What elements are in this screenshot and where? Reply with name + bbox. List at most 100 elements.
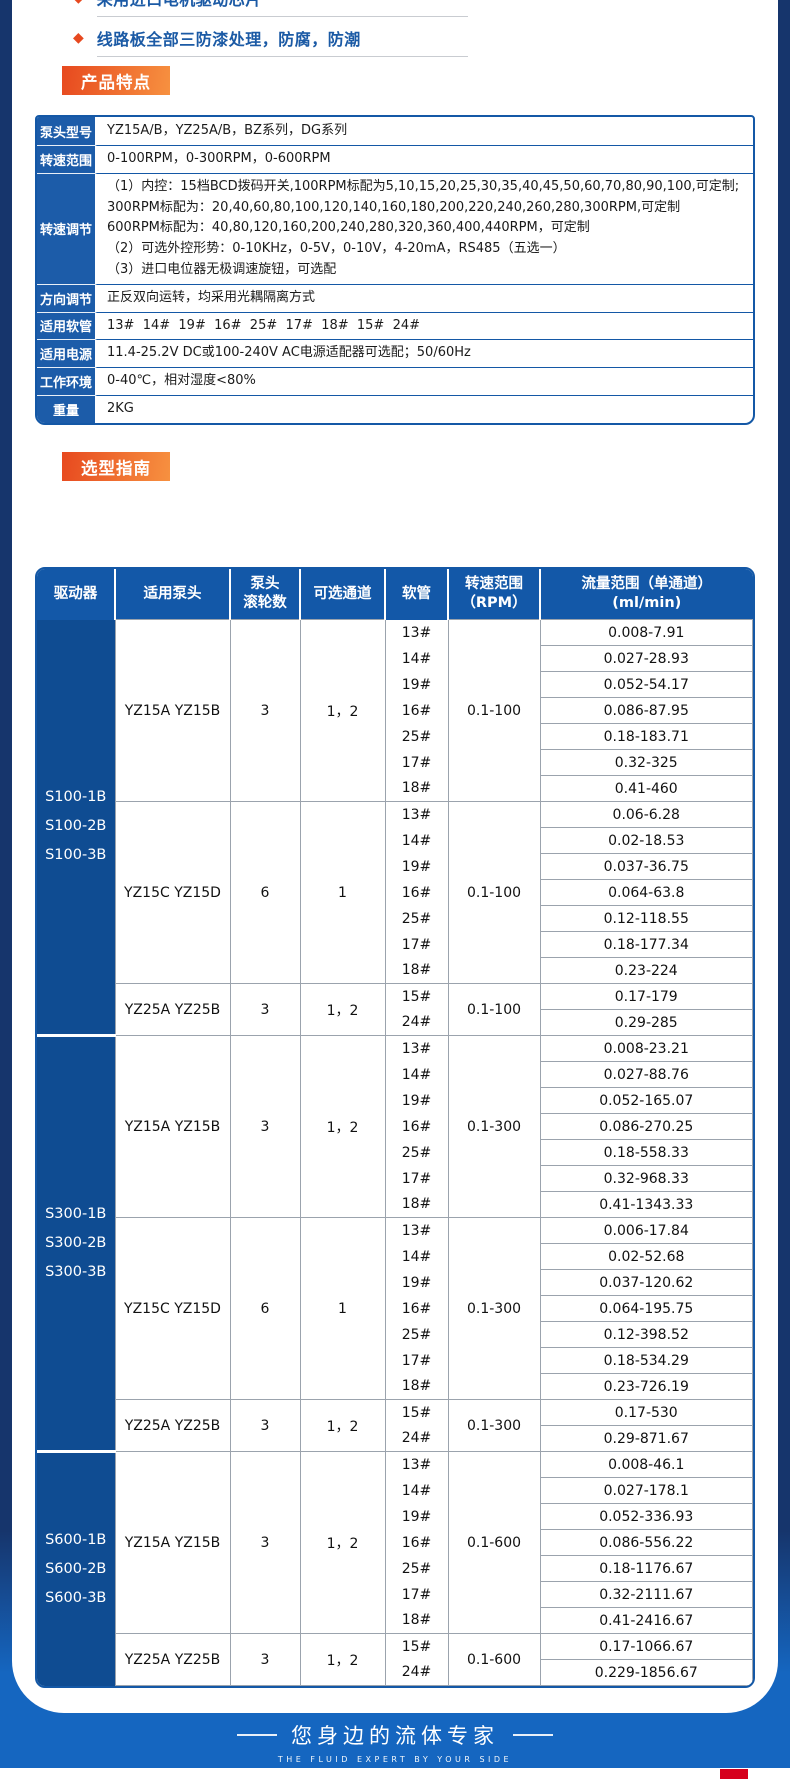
cell-flow: 0.027-28.93 bbox=[539, 645, 753, 672]
table-row: 17# 0.18-177.34 bbox=[37, 931, 753, 958]
cell-flow: 0.008-46.1 bbox=[539, 1451, 753, 1478]
table-row: 19# 0.052-165.07 bbox=[37, 1087, 753, 1114]
cell-flow: 0.064-195.75 bbox=[539, 1295, 753, 1322]
spec-row: 转速范围 0-100RPM，0-300RPM，0-600RPM bbox=[37, 146, 753, 174]
column-header: 可选通道 bbox=[299, 569, 385, 620]
table-row: 24# 0.229-1856.67 bbox=[37, 1659, 753, 1686]
column-header: 适用泵头 bbox=[114, 569, 230, 620]
cell-pump: YZ15C YZ15D bbox=[114, 801, 231, 984]
diamond-bullet-icon: ◆ bbox=[73, 30, 84, 46]
cell-pump: YZ15A YZ15B bbox=[114, 1035, 231, 1218]
divider bbox=[97, 56, 468, 57]
table-row: 17# 0.32-2111.67 bbox=[37, 1581, 753, 1608]
cell-tube: 18# bbox=[384, 1607, 449, 1634]
spec-row-label: 工作环境 bbox=[37, 368, 95, 396]
feature-item: ◆ 线路板全部三防漆处理，防腐，防潮 bbox=[73, 22, 468, 57]
cell-tube: 16# bbox=[384, 879, 449, 906]
column-header: 驱动器 bbox=[37, 569, 115, 620]
spec-row-value: （1）内控：15档BCD拨码开关,100RPM标配为5,10,15,20,25,… bbox=[95, 173, 753, 285]
cell-rpm: 0.1-600 bbox=[447, 1451, 541, 1634]
cell-pump: YZ25A YZ25B bbox=[114, 1399, 231, 1452]
cell-tube: 14# bbox=[384, 827, 449, 854]
cell-rollers: 3 bbox=[229, 1451, 301, 1634]
cell-flow: 0.064-63.8 bbox=[539, 879, 753, 906]
cell-flow: 0.12-118.55 bbox=[539, 905, 753, 932]
cell-rpm: 0.1-300 bbox=[447, 1399, 541, 1452]
cell-tube: 13# bbox=[384, 619, 449, 646]
spec-row-label: 重量 bbox=[37, 395, 95, 423]
cell-tube: 13# bbox=[384, 1451, 449, 1478]
feature-text: 采用进口电机驱动芯片 bbox=[97, 0, 262, 10]
cell-channels: 1，2 bbox=[299, 983, 386, 1036]
cell-tube: 17# bbox=[384, 749, 449, 776]
feature-text: 线路板全部三防漆处理，防腐，防潮 bbox=[96, 30, 361, 49]
cell-flow: 0.17-1066.67 bbox=[539, 1633, 753, 1660]
section-title-selection-guide: 选型指南 bbox=[62, 452, 170, 481]
cell-flow: 0.29-285 bbox=[539, 1009, 753, 1036]
cell-channels: 1 bbox=[299, 1217, 386, 1400]
spec-row-value: 13# 14# 19# 16# 25# 17# 18# 15# 24# bbox=[95, 312, 753, 341]
cell-pump: YZ25A YZ25B bbox=[114, 983, 231, 1036]
column-header: 转速范围 （RPM） bbox=[447, 569, 540, 620]
table-row: 25# 0.18-183.71 bbox=[37, 723, 753, 750]
cell-tube: 13# bbox=[384, 801, 449, 828]
spec-row-value: 11.4-25.2V DC或100-240V AC电源适配器可选配；50/60H… bbox=[95, 340, 753, 369]
spec-row-label: 转速范围 bbox=[37, 146, 95, 174]
table-row: 25# 0.12-398.52 bbox=[37, 1321, 753, 1348]
cell-tube: 18# bbox=[384, 775, 449, 802]
cell-channels: 1，2 bbox=[299, 1451, 386, 1634]
spec-row-label: 方向调节 bbox=[37, 284, 95, 313]
spec-row: 适用软管 13# 14# 19# 16# 25# 17# 18# 15# 24# bbox=[37, 312, 753, 341]
cell-tube: 18# bbox=[384, 957, 449, 984]
spec-row: 泵头型号 YZ15A/B，YZ25A/B，BZ系列，DG系列 bbox=[37, 117, 753, 146]
selection-table-body: S100-1B S100-2B S100-3B YZ15A YZ15B 3 1，2 13# 0… bbox=[37, 619, 753, 1686]
table-row: 24# 0.29-285 bbox=[37, 1009, 753, 1036]
spec-row-value: 0-100RPM，0-300RPM，0-600RPM bbox=[95, 146, 753, 174]
cell-pump: YZ15A YZ15B bbox=[114, 619, 231, 802]
cell-pump: YZ15A YZ15B bbox=[114, 1451, 231, 1634]
cell-pump: YZ15C YZ15D bbox=[114, 1217, 231, 1400]
table-row: 16# 0.064-63.8 bbox=[37, 879, 753, 906]
table-row: 24# 0.29-871.67 bbox=[37, 1425, 753, 1452]
cell-flow: 0.008-7.91 bbox=[539, 619, 753, 646]
cell-flow: 0.052-336.93 bbox=[539, 1503, 753, 1530]
cell-channels: 1 bbox=[299, 801, 386, 984]
spec-table: 泵头型号 YZ15A/B，YZ25A/B，BZ系列，DG系列 转速范围 0-100RP… bbox=[35, 115, 755, 425]
cell-flow: 0.052-54.17 bbox=[539, 671, 753, 698]
cell-tube: 15# bbox=[384, 1399, 449, 1426]
cell-rpm: 0.1-300 bbox=[447, 1035, 541, 1218]
table-row: 14# 0.02-52.68 bbox=[37, 1243, 753, 1270]
cell-flow: 0.052-165.07 bbox=[539, 1087, 753, 1114]
table-row: 25# 0.18-1176.67 bbox=[37, 1555, 753, 1582]
spec-row-value: YZ15A/B，YZ25A/B，BZ系列，DG系列 bbox=[95, 117, 753, 146]
footer-dash bbox=[237, 1734, 277, 1736]
cell-tube: 14# bbox=[384, 1243, 449, 1270]
cell-rollers: 3 bbox=[229, 1399, 301, 1452]
footer-slogan-en: THE FLUID EXPERT BY YOUR SIDE bbox=[277, 1755, 513, 1764]
cell-flow: 0.29-871.67 bbox=[539, 1425, 753, 1452]
selection-table-header-row: 驱动器 适用泵头 泵头 滚轮数 可选通道 软管 转速范围 （RPM） 流量范围（单通道） (ml/… bbox=[37, 569, 753, 620]
cell-tube: 16# bbox=[384, 1295, 449, 1322]
cell-rpm: 0.1-300 bbox=[447, 1217, 541, 1400]
table-row: 14# 0.027-178.1 bbox=[37, 1477, 753, 1504]
cell-flow: 0.037-120.62 bbox=[539, 1269, 753, 1296]
cell-tube: 15# bbox=[384, 1633, 449, 1660]
footer-dash bbox=[513, 1734, 553, 1736]
cell-flow: 0.086-270.25 bbox=[539, 1113, 753, 1140]
cell-tube: 19# bbox=[384, 853, 449, 880]
section-title-product-features: 产品特点 bbox=[62, 66, 170, 95]
cell-tube: 17# bbox=[384, 1581, 449, 1608]
spec-row-value: 正反双向运转，均采用光耦隔离方式 bbox=[95, 284, 753, 313]
cell-flow: 0.32-2111.67 bbox=[539, 1581, 753, 1608]
cell-tube: 18# bbox=[384, 1191, 449, 1218]
spec-row-label: 转速调节 bbox=[37, 173, 95, 285]
diamond-bullet-icon: ◆ bbox=[73, 0, 84, 5]
cell-tube: 25# bbox=[384, 1321, 449, 1348]
cell-tube: 14# bbox=[384, 1061, 449, 1088]
cell-rollers: 3 bbox=[229, 1633, 301, 1686]
cell-flow: 0.02-52.68 bbox=[539, 1243, 753, 1270]
table-row: 18# 0.41-460 bbox=[37, 775, 753, 802]
cell-flow: 0.18-183.71 bbox=[539, 723, 753, 750]
table-row: YZ25A YZ25B 3 1，2 15# 0.1-100 0.17-179 bbox=[37, 983, 753, 1036]
table-row: S600-1B S600-2B S600-3B YZ15A YZ15B 3 1，2 13# 0… bbox=[37, 1450, 753, 1686]
